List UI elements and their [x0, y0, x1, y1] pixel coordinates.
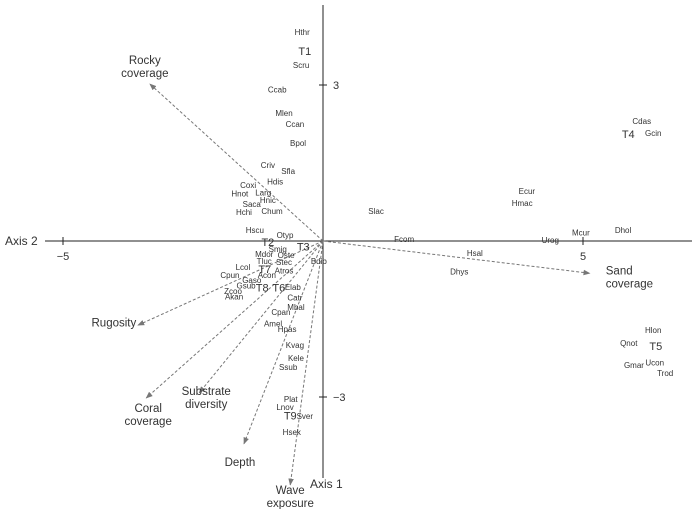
species-point: Mdor	[255, 250, 274, 259]
species-point: Hchi	[236, 208, 252, 217]
site-point: T3	[297, 242, 310, 254]
species-point: Smig	[269, 245, 287, 254]
species-point: Stec	[276, 258, 292, 267]
species-point: Plat	[284, 395, 299, 404]
species-point: Cpan	[271, 308, 290, 317]
species-point: Ssub	[279, 363, 298, 372]
site-point: T6	[272, 283, 285, 295]
vector-arrow	[149, 83, 324, 242]
vector-arrow	[145, 240, 324, 399]
species-point: Coxi	[240, 181, 256, 190]
species-point: Dhol	[615, 226, 632, 235]
species-point: Bdib	[311, 257, 328, 266]
species-point: Ccab	[268, 85, 287, 94]
species-point: Hsal	[467, 249, 483, 258]
species-point: Hlon	[645, 326, 661, 335]
species-point: Kele	[288, 354, 305, 363]
species-point: Gsub	[236, 281, 256, 290]
species-point: Trod	[657, 369, 673, 378]
species-point: Cpun	[220, 271, 239, 280]
species-point: Oste	[278, 251, 295, 260]
species-point: Lnov	[276, 403, 293, 412]
species-point: Sfla	[281, 167, 295, 176]
x-tick-label: −5	[57, 251, 70, 263]
vector-arrow	[243, 240, 324, 445]
x-axis-label: Axis 2	[5, 234, 38, 248]
species-point: Amel	[264, 319, 282, 328]
species-point: Chum	[261, 207, 283, 216]
species-point: Hmac	[512, 199, 533, 208]
species-point: Gmar	[624, 361, 644, 370]
vector-label: Wave	[276, 485, 305, 497]
species-point: Fcom	[394, 235, 414, 244]
species-point: Urog	[542, 236, 559, 245]
species-point: Hsek	[283, 428, 302, 437]
species-point: Sver	[297, 412, 314, 421]
species-point: Mcur	[572, 228, 590, 237]
species-point: Criv	[261, 161, 275, 170]
site-point: T9	[284, 411, 297, 423]
species-point: Mlen	[275, 109, 292, 118]
vector-label: coverage	[121, 68, 168, 80]
vector-label: coverage	[606, 278, 653, 290]
vector-label: Sand	[606, 265, 633, 277]
species-point: Bpol	[290, 139, 306, 148]
vector-arrow	[288, 240, 324, 486]
species-point: Kvag	[286, 341, 304, 350]
species-point: Hnot	[231, 189, 249, 198]
species-point: Mbal	[287, 303, 305, 312]
species-point: Saca	[243, 200, 262, 209]
species-point: Tluc	[257, 257, 272, 266]
species-point: Acon	[258, 271, 276, 280]
species-point: Elab	[285, 283, 302, 292]
species-point: Gcin	[645, 129, 661, 138]
species-point: Akan	[225, 292, 243, 301]
species-point: Larg	[255, 188, 271, 197]
vector-arrow	[137, 240, 324, 326]
species-point: Dhys	[450, 267, 468, 276]
species-point: Hthr	[295, 28, 310, 37]
site-point: T2	[261, 237, 274, 249]
species-point: Ecur	[519, 187, 536, 196]
species-point: Hdis	[267, 177, 283, 186]
vector-label: diversity	[185, 399, 227, 411]
species-point: Ccan	[286, 120, 305, 129]
species-point: Catr	[287, 293, 302, 302]
site-point: T5	[649, 341, 662, 353]
site-point: T8	[256, 283, 269, 295]
vector-label: Rocky	[129, 55, 161, 67]
species-point: Lcol	[236, 263, 251, 272]
species-point: Hpas	[278, 325, 297, 334]
site-point: T7	[258, 264, 271, 276]
vector-label: Substrate	[182, 386, 231, 398]
species-point: Slac	[368, 207, 384, 216]
site-point: T1	[298, 46, 311, 58]
vector-label: coverage	[125, 416, 172, 428]
species-point: Atros	[275, 266, 294, 275]
species-point: Cdas	[632, 117, 651, 126]
y-tick-label: 3	[333, 80, 339, 92]
vector-label: Rugosity	[92, 317, 137, 329]
vector-label: exposure	[267, 498, 314, 509]
vector-label: Coral	[134, 403, 161, 415]
species-point: Gaso	[242, 276, 262, 285]
species-point: Hscu	[246, 226, 264, 235]
vector-arrow	[198, 240, 324, 394]
vector-label: Depth	[225, 457, 256, 469]
x-tick-label: 5	[580, 251, 586, 263]
species-point: Otyp	[277, 231, 294, 240]
y-tick-label: −3	[333, 392, 346, 404]
y-axis-label: Axis 1	[310, 477, 343, 491]
species-point: Scru	[293, 61, 309, 70]
site-point: T4	[622, 129, 635, 141]
species-point: Hnic	[260, 196, 276, 205]
species-point: Ucon	[645, 358, 664, 367]
species-point: Qnot	[620, 339, 638, 348]
species-point: Zcoo	[224, 287, 242, 296]
